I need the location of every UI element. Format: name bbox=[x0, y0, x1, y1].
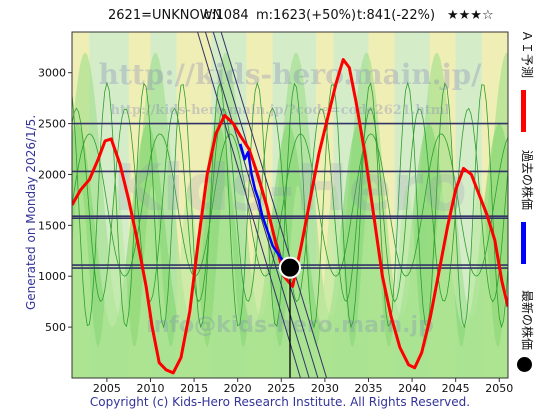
y-tick-label: 2000 bbox=[38, 168, 66, 181]
y-tick-label: 1500 bbox=[38, 219, 66, 232]
copyright-footer: Copyright (c) Kids-Hero Research Institu… bbox=[89, 395, 471, 409]
trend-channel-line bbox=[220, 32, 328, 378]
legend-history-label: 過去の株価 bbox=[520, 150, 534, 211]
x-tick-label: 2040 bbox=[398, 382, 426, 395]
y-tick-label: 1000 bbox=[38, 270, 66, 283]
trend-channel-line bbox=[197, 32, 301, 378]
legend-latest-label: 最新の株価 bbox=[520, 290, 534, 351]
current-price-label: c:1084 bbox=[204, 8, 249, 23]
history-price-line bbox=[239, 143, 291, 269]
green-indicator-line bbox=[72, 133, 508, 277]
y-tick-label: 500 bbox=[45, 321, 66, 334]
legend-ai-line bbox=[521, 90, 526, 132]
legend-latest-dot bbox=[517, 357, 532, 372]
stock-code-label: 2621=UNKNOWN bbox=[108, 8, 223, 23]
x-tick-label: 2050 bbox=[485, 382, 513, 395]
x-tick-label: 2010 bbox=[136, 382, 164, 395]
x-tick-label: 2020 bbox=[224, 382, 252, 395]
x-tick-label: 2015 bbox=[180, 382, 208, 395]
y-tick-label: 3000 bbox=[38, 67, 66, 80]
x-tick-label: 2030 bbox=[311, 382, 339, 395]
x-tick-label: 2025 bbox=[267, 382, 295, 395]
x-tick-label: 2045 bbox=[442, 382, 470, 395]
latest-price-marker bbox=[279, 256, 301, 279]
generated-date-label: Generated on Monday 2026/1/5. bbox=[24, 114, 38, 310]
max-price-label: m:1623(+50%) bbox=[256, 8, 357, 23]
watermark-url-large: http://kids-hero.main.jp/ bbox=[99, 58, 483, 91]
ai-forecast-line bbox=[72, 58, 508, 375]
target-price-label: t:841(-22%) bbox=[357, 8, 436, 23]
plot-frame bbox=[71, 31, 509, 379]
x-tick-label: 2005 bbox=[93, 382, 121, 395]
watermark-brand: Kids-Hero bbox=[113, 152, 468, 226]
x-tick-label: 2035 bbox=[354, 382, 382, 395]
legend-history-line bbox=[521, 222, 526, 264]
legend-ai-label: ＡＩ予測 bbox=[520, 30, 534, 79]
rating-stars: ★★★☆ bbox=[447, 8, 494, 23]
y-tick-label: 2500 bbox=[38, 118, 66, 131]
trend-channel-line bbox=[204, 32, 310, 378]
watermark-url-small: http://kids-hero.main.jp/?code=code2621.… bbox=[110, 103, 449, 118]
